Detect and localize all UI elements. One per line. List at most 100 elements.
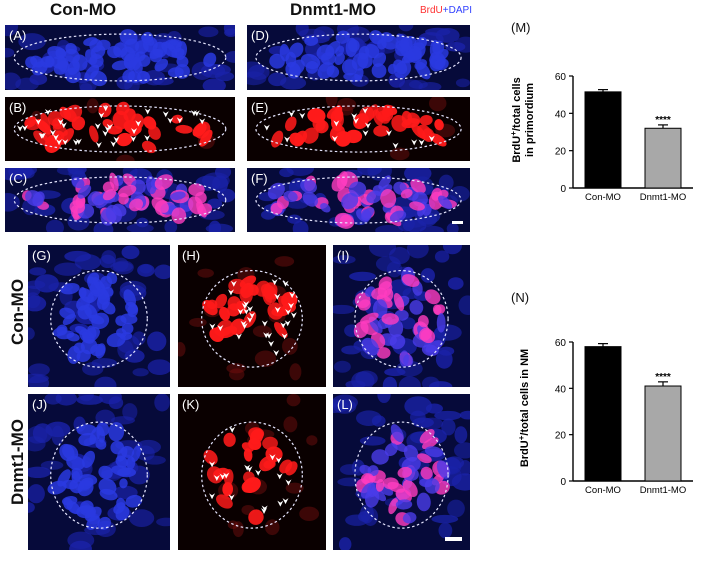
arrowhead-icon [285,309,292,316]
cell-nucleus [371,63,387,79]
cell-nucleus [263,460,276,469]
background-nucleus [53,262,82,276]
arrowhead-icon [284,136,291,143]
panel-label-e: (E) [251,100,269,115]
arrowhead-icon [288,302,295,309]
column-header-dnmt1-mo: Dnmt1-MO [290,0,376,19]
cell-nucleus [367,465,379,477]
panel-label-l: (L) [337,397,353,412]
cell-nucleus [371,449,389,465]
arrowhead-icon [247,305,254,312]
background-nucleus [40,460,64,470]
cell-nucleus [63,497,73,510]
arrowhead-icon [385,130,392,137]
chart-label-m: (M) [511,20,531,35]
bar [584,346,622,482]
arrowhead-icon [60,122,67,129]
background-nucleus [265,519,280,536]
cell-nucleus [424,289,441,305]
background-nucleus [28,292,41,309]
background-nucleus [434,250,450,263]
arrowhead-icon [268,340,275,347]
cell-nucleus [360,482,376,499]
background-nucleus [224,51,235,63]
arrowhead-icon [190,110,197,117]
cell-nucleus [416,492,431,512]
background-nucleus [455,78,470,88]
background-nucleus [420,268,435,283]
x-category-label: Dnmt1-MO [640,485,686,496]
background-nucleus [74,254,102,271]
cell-nucleus [343,73,362,82]
background-nucleus [232,521,244,538]
background-nucleus [223,25,235,36]
panel-label-j: (J) [32,397,48,412]
cell-nucleus [102,188,117,201]
arrowhead-icon [57,118,64,125]
background-nucleus [406,245,429,259]
cell-nucleus [138,54,151,67]
arrowhead-icon [237,308,244,315]
cell-nucleus [417,453,432,464]
scale-bar-top [452,221,463,224]
background-nucleus [129,509,155,528]
background-nucleus [442,245,462,255]
cell-nucleus [98,465,113,480]
arrowhead-icon [167,117,174,124]
cell-nucleus [438,195,453,210]
background-nucleus [280,76,307,90]
cell-nucleus [419,429,435,444]
cell-nucleus [387,481,405,493]
arrowhead-icon [274,293,281,300]
arrowhead-icon [235,333,242,340]
brdu-legend-label: BrdU [420,5,443,16]
cell-nucleus [40,56,55,68]
arrowhead-icon [230,280,237,287]
cell-nucleus [376,347,391,359]
cell-nucleus [188,183,205,197]
background-nucleus [164,220,178,232]
cell-nucleus [304,35,319,46]
cell-nucleus [267,182,285,200]
cell-nucleus [84,64,100,82]
cell-nucleus [73,342,85,354]
background-nucleus [143,455,166,465]
background-nucleus [116,154,135,161]
cell-nucleus [300,178,317,194]
cell-nucleus [209,327,224,342]
panel-label-h: (H) [182,248,201,263]
arrowhead-icon [75,138,82,145]
cell-nucleus [55,48,66,59]
cell-nucleus [154,174,174,190]
cell-nucleus [289,132,304,147]
cell-nucleus [432,40,445,55]
arrowhead-icon [102,105,109,112]
cell-nucleus [120,313,138,325]
cell-nucleus [90,45,106,60]
legend-plus: + [442,5,449,16]
arrowhead-icon [56,139,63,146]
y-tick-label: 60 [555,72,567,83]
arrowhead-icon [271,279,278,286]
cell-nucleus [239,284,253,304]
background-nucleus [349,271,376,282]
cell-nucleus [89,125,99,143]
background-nucleus [428,381,453,387]
cell-nucleus [341,192,359,210]
significance-label: **** [655,372,671,383]
y-tick-label: 0 [560,184,566,195]
arrowhead-icon [263,124,270,131]
cell-nucleus [176,55,189,68]
background-nucleus [382,376,398,387]
background-nucleus [78,394,94,402]
background-nucleus [459,459,470,476]
cell-nucleus [65,42,77,55]
bar-chart-n: BrdU+/total cells in NM 0 20 40 60 Con-MO ***… [517,338,693,496]
cell-nucleus [410,178,426,194]
background-nucleus [5,25,19,37]
cell-nucleus [400,36,413,51]
cell-nucleus [241,481,253,493]
background-nucleus [384,368,406,377]
background-nucleus [285,482,304,494]
background-nucleus [286,394,301,407]
